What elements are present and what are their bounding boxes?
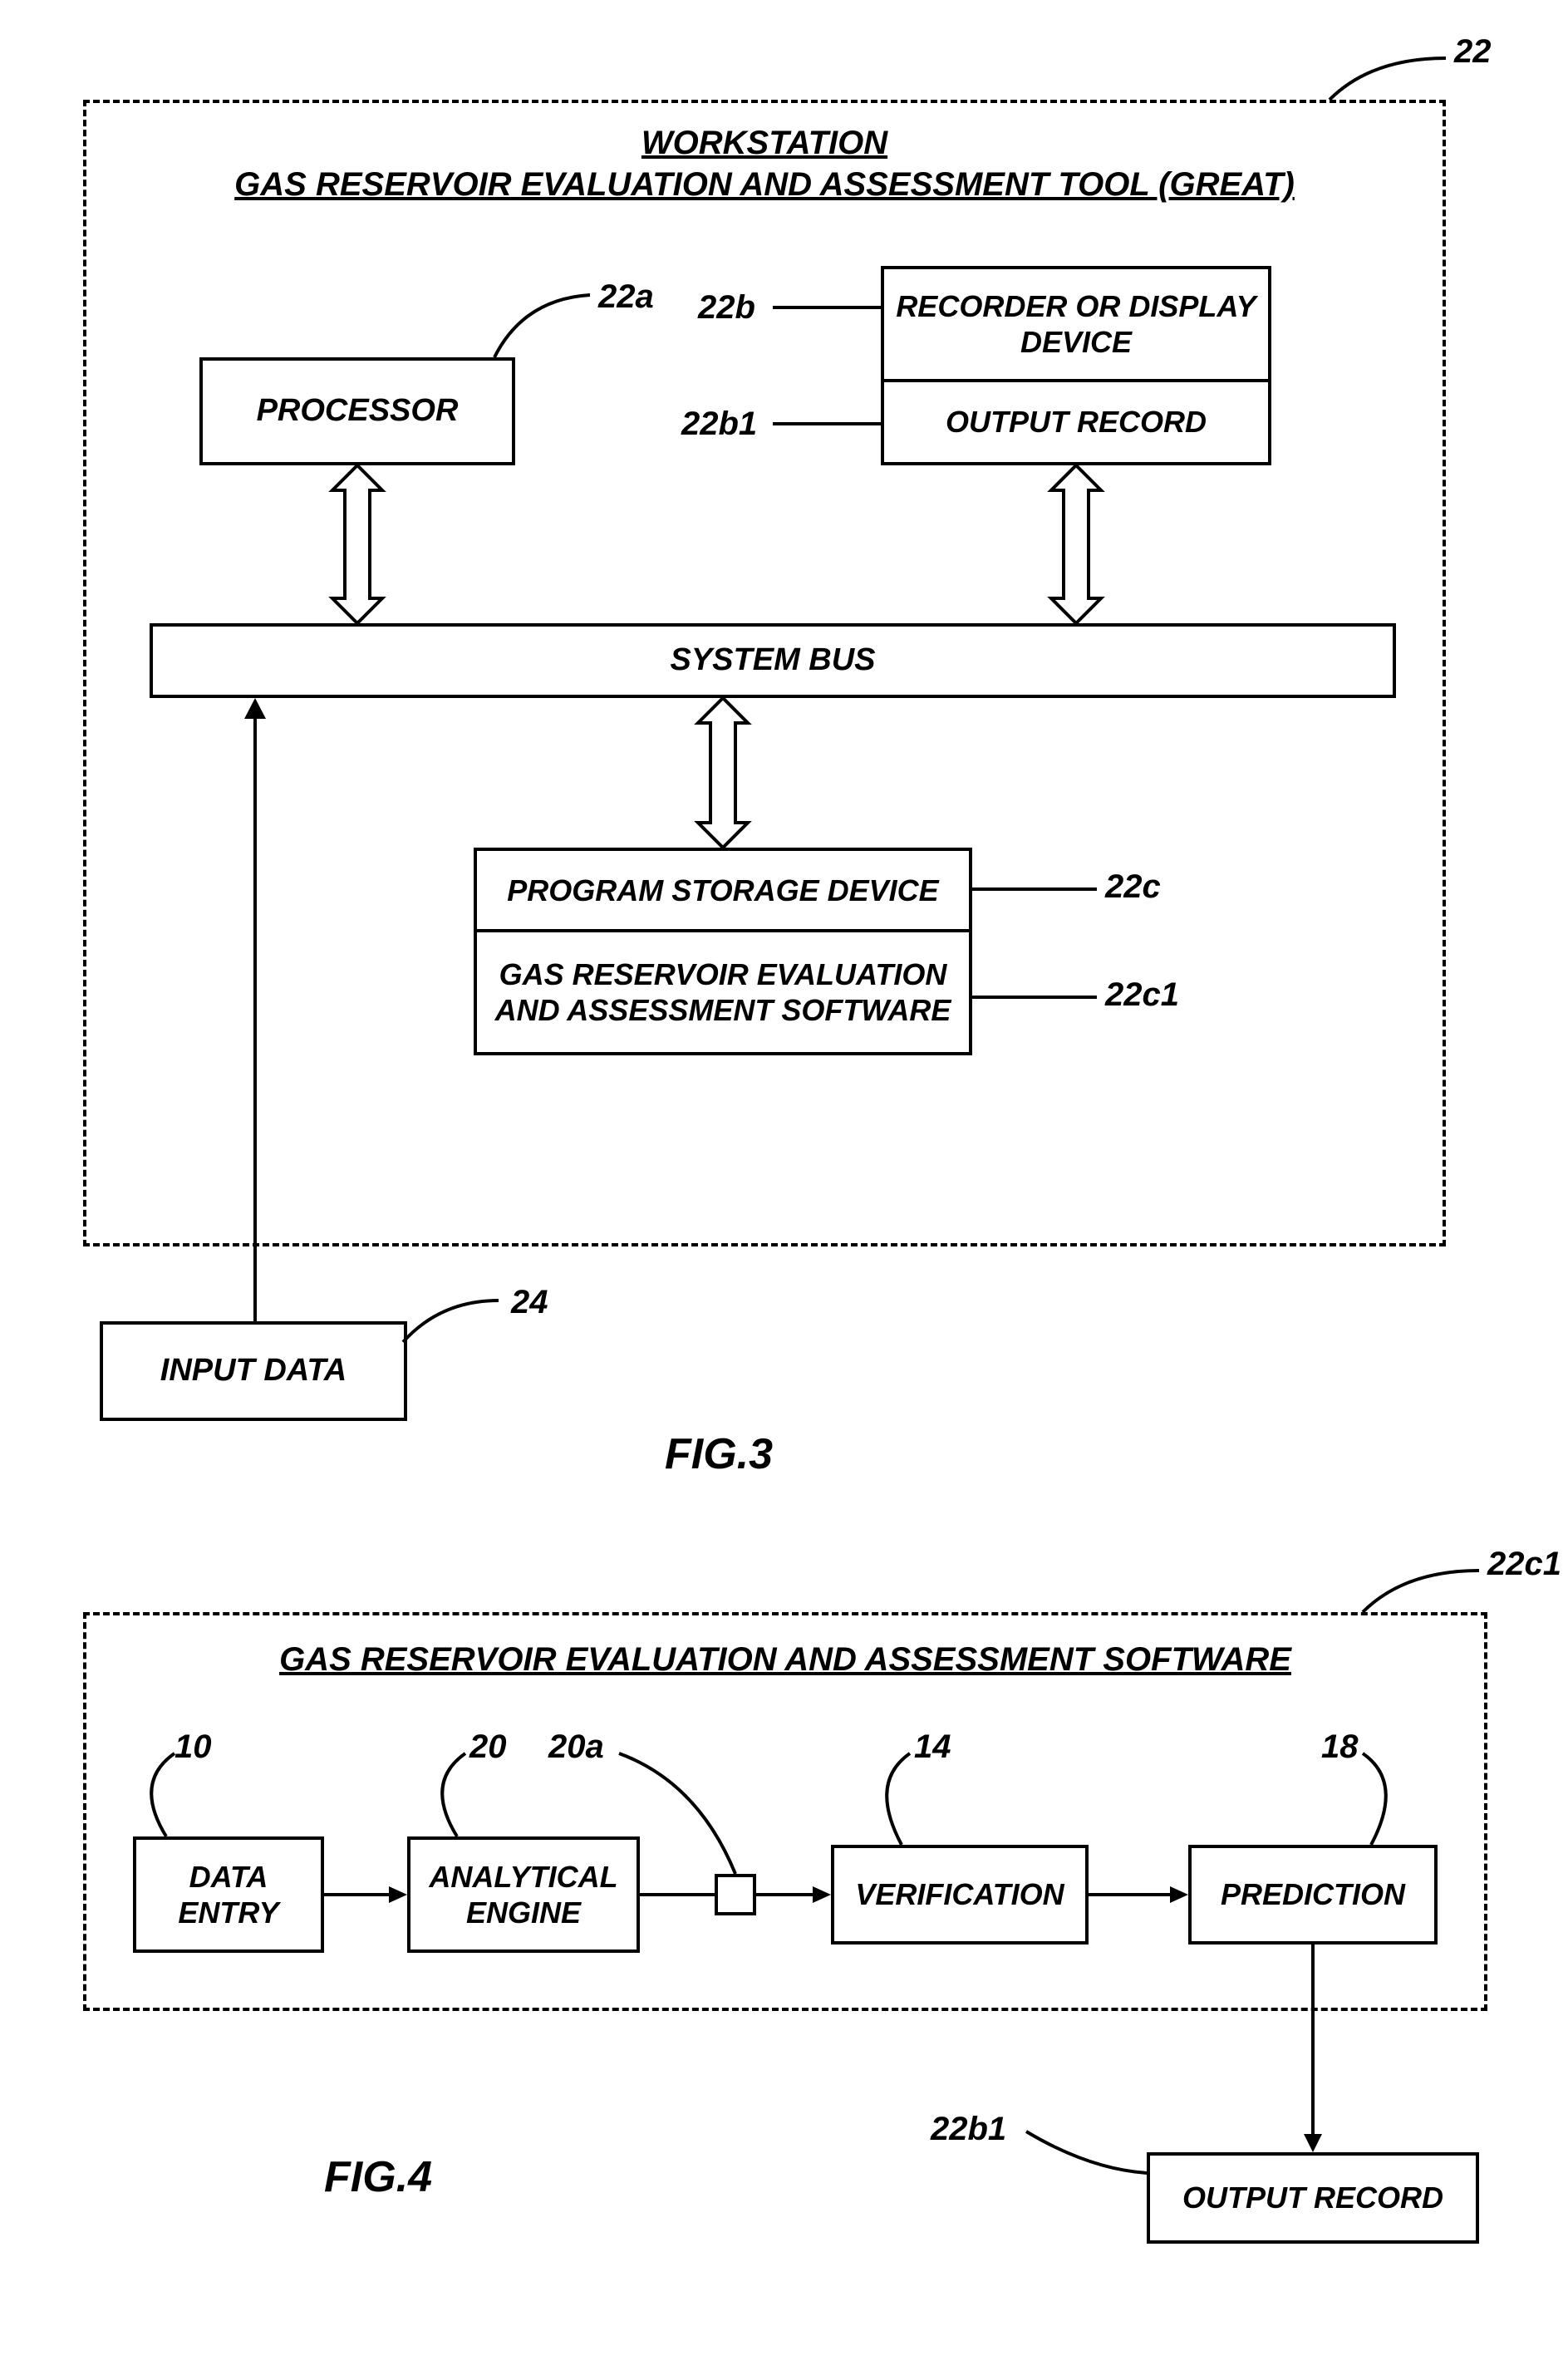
prediction-label: PREDICTION [1221,1876,1405,1912]
system-bus-label: SYSTEM BUS [670,642,875,680]
workstation-title-2: GAS RESERVOIR EVALUATION AND ASSESSMENT … [83,166,1446,204]
page: 22 WORKSTATION GAS RESERVOIR EVALUATION … [50,50,1521,2310]
arrow-input-bus [243,698,268,1321]
figure-4: 22c1 GAS RESERVOIR EVALUATION AND ASSESS… [50,1562,1521,2310]
arrow-de-engine [324,1885,407,1905]
prediction-box: PREDICTION [1188,1845,1438,1945]
arrow-verif-pred [1089,1885,1188,1905]
storage-box: PROGRAM STORAGE DEVICE GAS RESERVOIR EVA… [474,848,972,1055]
ref-fig4-22c1: 22c1 [1487,1546,1561,1583]
engine-box: ANALYTICAL ENGINE [407,1836,640,1953]
figure-3: 22 WORKSTATION GAS RESERVOIR EVALUATION … [50,50,1521,1529]
leader-22b [773,291,881,324]
fig3-caption: FIG.3 [665,1429,773,1479]
verification-label: VERIFICATION [855,1876,1064,1912]
output-record-label: OUTPUT RECORD [1182,2180,1443,2215]
ref-10: 10 [174,1728,212,1766]
ref-18: 18 [1321,1728,1359,1766]
input-data-label: INPUT DATA [160,1352,347,1390]
data-entry-box: DATA ENTRY [133,1836,324,1953]
workstation-title-1: WORKSTATION [83,125,1446,162]
fig4-caption: FIG.4 [324,2152,432,2202]
ref-22a: 22a [598,278,654,316]
arrow-pred-output [1300,1945,1325,2152]
system-bus-box: SYSTEM BUS [150,623,1396,698]
leader-22c1 [972,981,1097,1014]
arrow-engine-junction [640,1885,715,1905]
leader-22b1 [773,407,881,440]
leader-22c [972,873,1097,906]
output-record-box: OUTPUT RECORD [1147,2152,1479,2244]
storage-bottom-label: GAS RESERVOIR EVALUATION AND ASSESSMENT … [494,956,952,1028]
leader-22a [490,283,598,366]
leader-18 [1346,1749,1429,1849]
software-title: GAS RESERVOIR EVALUATION AND ASSESSMENT … [83,1641,1487,1679]
arrow-processor-bus [332,465,382,623]
engine-label: ANALYTICAL ENGINE [417,1859,630,1930]
storage-top-label: PROGRAM STORAGE DEVICE [507,873,938,908]
processor-label: PROCESSOR [257,392,459,430]
arrow-junction-verif [756,1885,831,1905]
ref-22: 22 [1454,33,1492,71]
ref-20a: 20a [548,1728,604,1766]
ref-22b: 22b [698,289,755,327]
leader-20a [615,1749,748,1878]
leader-24 [399,1296,507,1346]
recorder-top-label: RECORDER OR DISPLAY DEVICE [891,288,1261,360]
verification-box: VERIFICATION [831,1845,1089,1945]
junction-box [715,1874,756,1915]
ref-20: 20 [469,1728,507,1766]
ref-22c: 22c [1105,868,1161,906]
arrow-recorder-bus [1051,465,1101,623]
data-entry-label: DATA ENTRY [143,1859,314,1930]
recorder-box: RECORDER OR DISPLAY DEVICE OUTPUT RECORD [881,266,1271,465]
ref-14: 14 [914,1728,951,1766]
leader-22b1-fig4 [1022,2127,1147,2177]
ref-24: 24 [511,1284,548,1321]
ref-22b1-fig4: 22b1 [931,2111,1006,2148]
arrow-bus-storage [698,698,748,848]
ref-22b1: 22b1 [681,406,757,443]
input-data-box: INPUT DATA [100,1321,407,1421]
ref-22c1: 22c1 [1105,976,1179,1014]
processor-box: PROCESSOR [199,357,515,465]
leader-fig4-22c1 [1354,1562,1496,1629]
recorder-bottom-label: OUTPUT RECORD [946,404,1207,440]
